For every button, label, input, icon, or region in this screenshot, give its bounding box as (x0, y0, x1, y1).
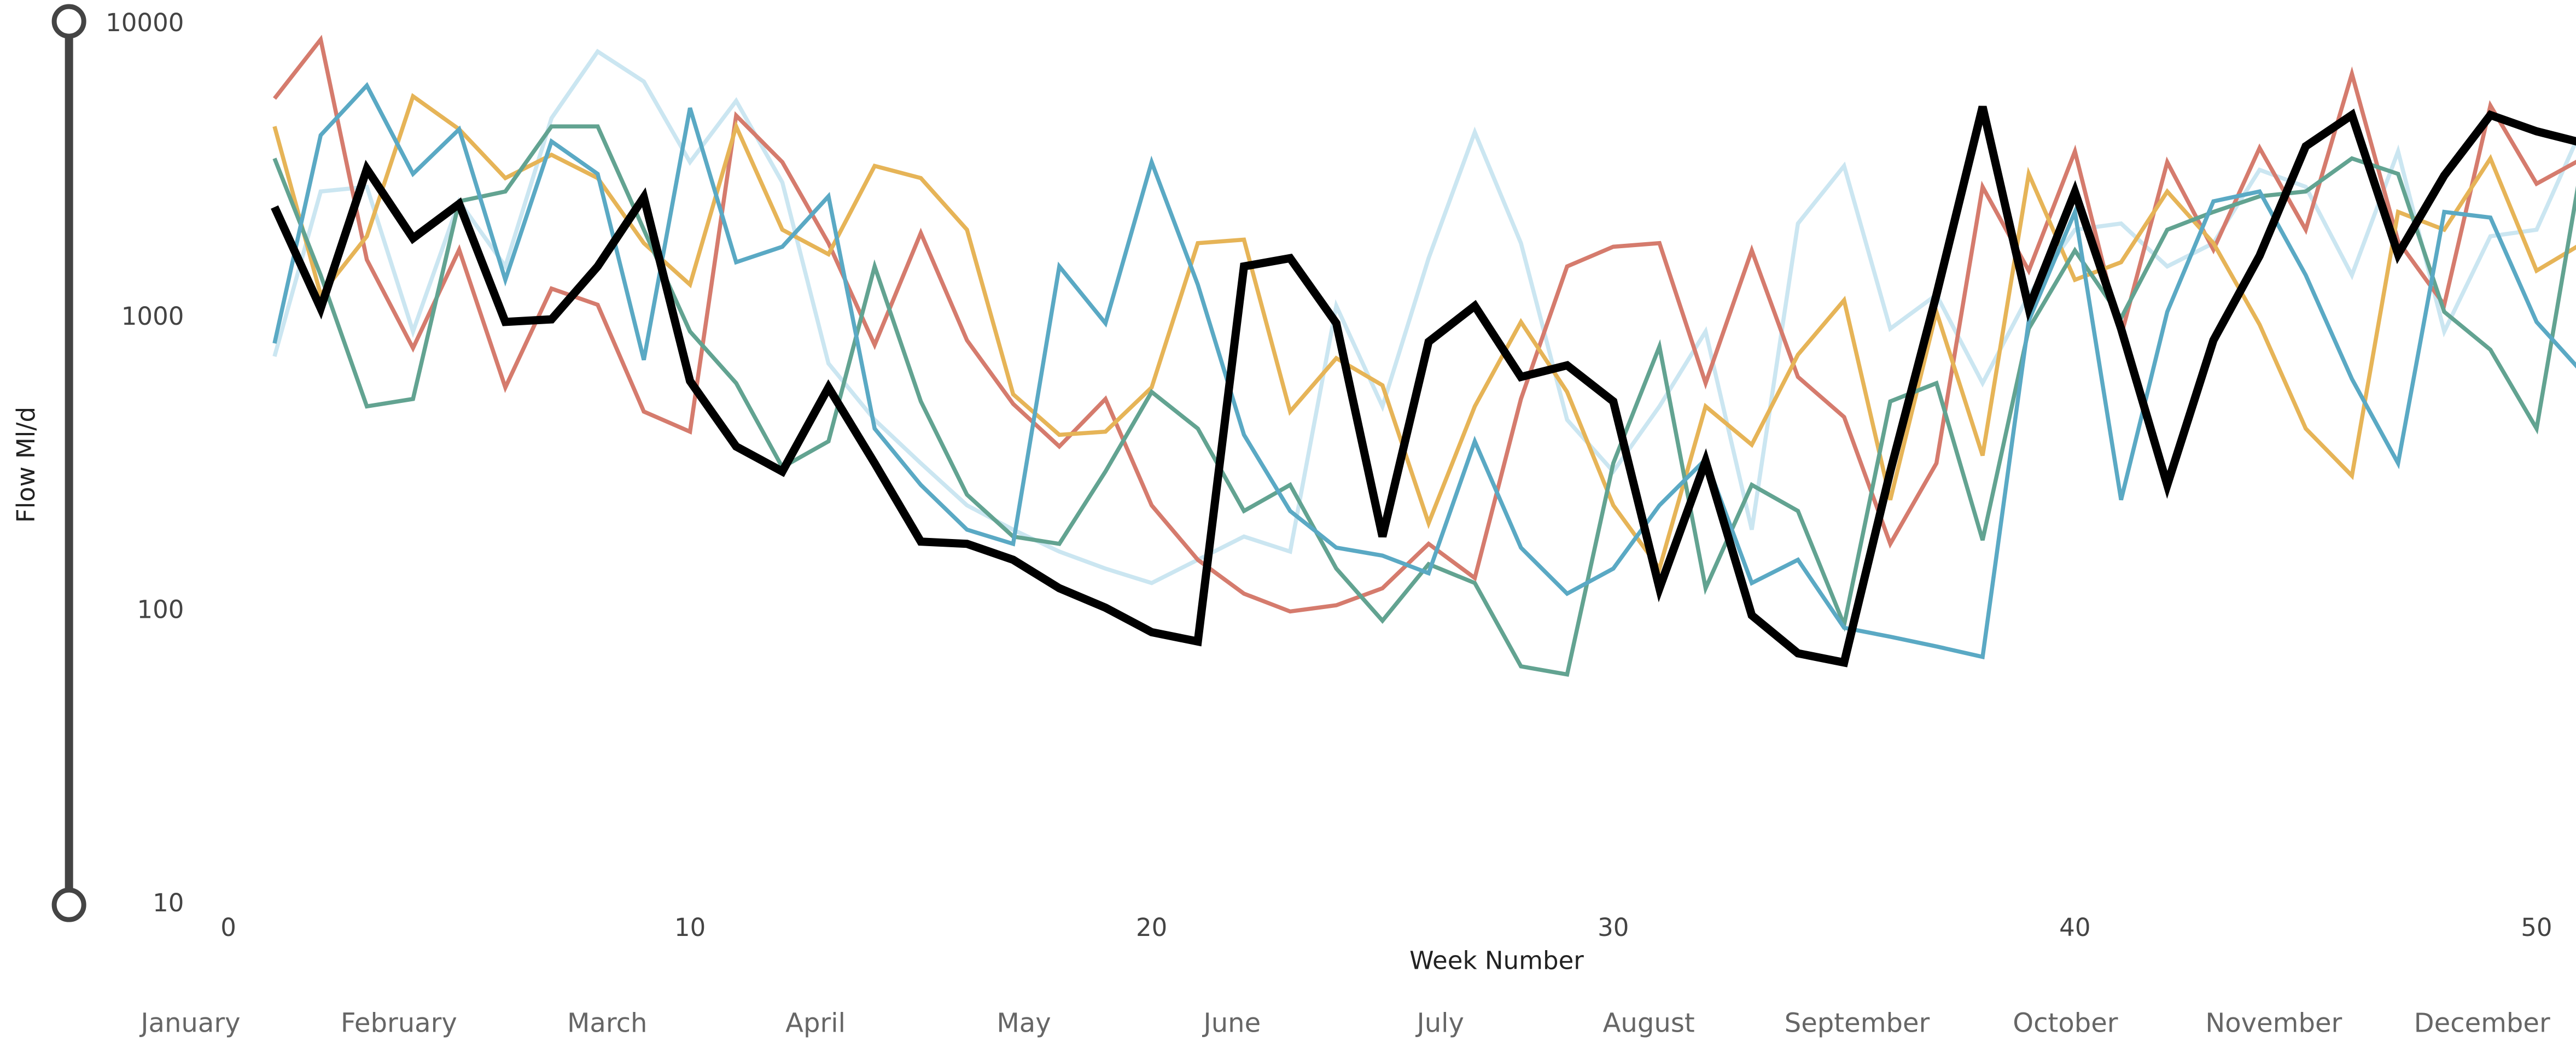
series-line (272, 49, 2576, 586)
y-tick-label: 10000 (106, 8, 184, 37)
month-label: September (1785, 1008, 1930, 1038)
month-label: March (567, 1008, 647, 1038)
month-label: December (2414, 1008, 2550, 1038)
month-label: January (139, 1008, 240, 1038)
y-tick-label: 100 (137, 595, 184, 624)
series-line (271, 106, 2576, 668)
y-axis-title: Flow Ml/d (11, 407, 40, 523)
x-tick-label: 40 (2059, 913, 2090, 942)
month-label: April (785, 1008, 846, 1038)
x-tick-label: 10 (674, 913, 706, 942)
month-label: August (1603, 1008, 1695, 1038)
month-label: June (1202, 1008, 1261, 1038)
series-line (272, 93, 2576, 573)
series-line (272, 34, 2576, 614)
range-slider[interactable] (51, 4, 86, 922)
x-tick-label: 50 (2521, 913, 2552, 942)
slider-handle-bottom[interactable] (51, 887, 86, 922)
x-tick-label: 20 (1136, 913, 1167, 942)
y-tick-label: 10 (153, 888, 184, 917)
x-axis-title: Week Number (1409, 946, 1584, 975)
y-tick-label: 1000 (121, 302, 184, 331)
month-label: July (1415, 1008, 1464, 1038)
plot-area (271, 34, 2576, 677)
series-line (272, 82, 2576, 660)
x-tick-label: 30 (1598, 913, 1629, 942)
month-label: November (2205, 1008, 2342, 1038)
x-tick-label: 0 (220, 913, 236, 942)
month-label: February (341, 1008, 457, 1038)
month-label: October (2013, 1008, 2118, 1038)
month-label: May (996, 1008, 1051, 1038)
slider-handle-top[interactable] (51, 4, 86, 39)
